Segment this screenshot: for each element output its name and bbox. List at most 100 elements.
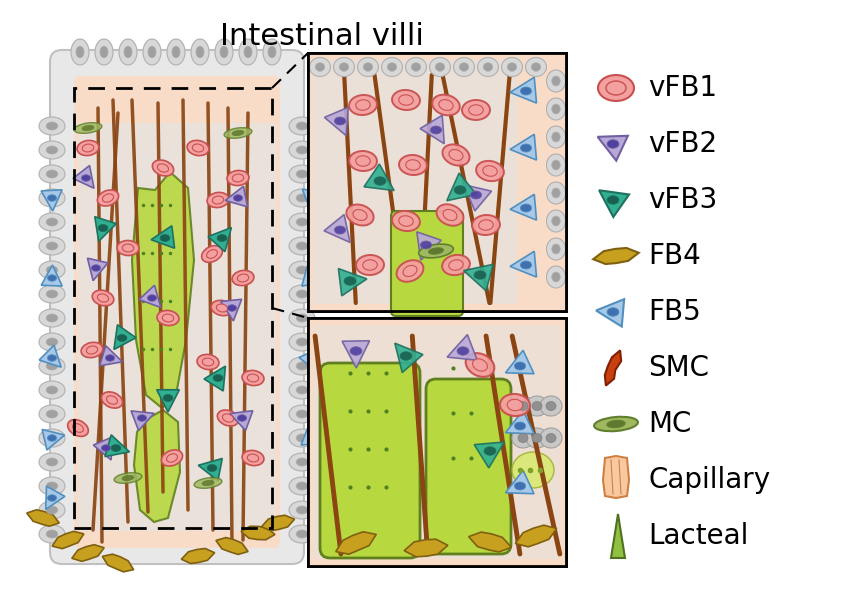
Polygon shape [72,545,104,561]
Ellipse shape [546,266,566,288]
Ellipse shape [224,128,252,139]
Ellipse shape [106,354,114,361]
Ellipse shape [102,194,113,202]
Polygon shape [510,134,537,160]
Ellipse shape [477,58,498,77]
Ellipse shape [546,182,566,204]
Ellipse shape [546,126,566,148]
Ellipse shape [462,100,490,120]
Ellipse shape [606,81,626,95]
Ellipse shape [247,374,259,382]
Bar [308,53,566,311]
Ellipse shape [552,76,561,86]
Ellipse shape [157,311,179,325]
Polygon shape [597,136,628,161]
FancyBboxPatch shape [391,211,463,316]
Ellipse shape [95,39,113,65]
Polygon shape [605,350,621,385]
Text: Lacteal: Lacteal [648,522,748,550]
Ellipse shape [247,454,259,462]
Polygon shape [262,515,295,531]
Ellipse shape [119,39,137,65]
Ellipse shape [244,46,252,58]
Ellipse shape [507,63,516,71]
Polygon shape [100,346,123,366]
Ellipse shape [122,475,134,480]
Ellipse shape [289,309,315,327]
Ellipse shape [160,235,170,241]
Ellipse shape [172,46,180,58]
Ellipse shape [315,63,325,71]
Ellipse shape [74,123,102,133]
Polygon shape [603,456,629,498]
Ellipse shape [215,39,233,65]
Ellipse shape [439,100,453,111]
Ellipse shape [233,195,243,201]
Ellipse shape [296,218,308,226]
Ellipse shape [46,170,58,178]
Polygon shape [343,340,370,368]
Ellipse shape [356,156,371,166]
Ellipse shape [552,216,561,226]
Ellipse shape [356,255,384,275]
Ellipse shape [296,290,308,298]
Polygon shape [52,531,83,548]
Ellipse shape [429,58,451,77]
Ellipse shape [442,255,470,275]
Ellipse shape [39,165,65,183]
Ellipse shape [216,304,227,312]
Polygon shape [157,390,179,412]
Ellipse shape [46,266,58,274]
Ellipse shape [137,415,147,421]
Ellipse shape [46,410,58,418]
Ellipse shape [194,478,222,488]
Ellipse shape [86,346,98,354]
Ellipse shape [454,186,466,194]
Ellipse shape [233,174,244,182]
Polygon shape [611,514,625,558]
Polygon shape [241,527,275,540]
Ellipse shape [432,95,460,116]
Polygon shape [593,248,639,264]
Ellipse shape [296,170,308,178]
Bar [308,53,566,311]
Polygon shape [88,258,108,281]
Ellipse shape [296,458,308,466]
FancyBboxPatch shape [426,379,511,554]
Ellipse shape [449,260,463,271]
Ellipse shape [82,174,90,181]
Ellipse shape [289,525,315,543]
FancyBboxPatch shape [50,50,304,564]
Ellipse shape [117,334,127,342]
Ellipse shape [552,188,561,198]
Ellipse shape [500,394,530,416]
Ellipse shape [39,477,65,495]
Ellipse shape [289,117,315,135]
Bar [308,318,566,566]
Ellipse shape [46,122,58,130]
Ellipse shape [207,465,217,471]
Ellipse shape [167,39,185,65]
Ellipse shape [400,352,412,361]
Polygon shape [139,285,161,308]
Ellipse shape [515,422,526,430]
Polygon shape [216,537,248,554]
FancyBboxPatch shape [320,363,420,558]
Ellipse shape [48,195,56,201]
Ellipse shape [436,204,463,226]
Ellipse shape [232,130,244,136]
Polygon shape [132,172,194,408]
Ellipse shape [607,420,625,427]
Ellipse shape [449,150,463,161]
Ellipse shape [334,226,346,234]
Ellipse shape [546,238,566,260]
Ellipse shape [356,100,371,110]
Ellipse shape [39,141,65,159]
Ellipse shape [153,160,174,176]
Polygon shape [181,548,215,564]
Ellipse shape [308,354,317,361]
Ellipse shape [396,260,423,282]
Ellipse shape [296,530,308,538]
Ellipse shape [296,266,308,274]
Ellipse shape [453,58,475,77]
